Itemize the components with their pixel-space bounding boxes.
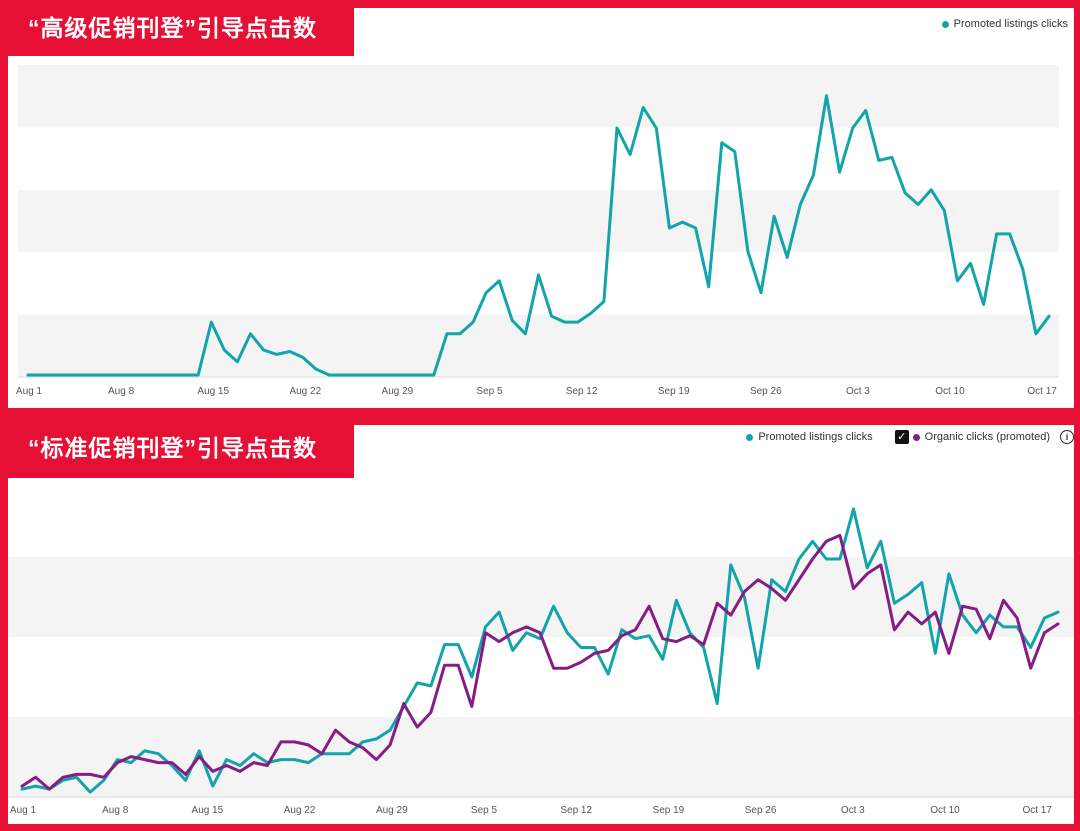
x-tick-label: Oct 10 — [935, 386, 965, 397]
standard-line-chart: Aug 1 Aug 8 Aug 15 Aug 22 Aug 29 Sep 5 Sep 12 S… — [8, 507, 1074, 816]
series-line-promoted — [26, 94, 1051, 377]
x-tick-label: Aug 15 — [197, 386, 229, 397]
legend-dot-organic — [912, 433, 920, 441]
x-tick-label: Aug 29 — [382, 386, 414, 397]
legend-dot-promoted — [746, 433, 754, 441]
series-line-organic — [20, 533, 1060, 791]
x-tick-label: Oct 3 — [841, 805, 865, 816]
x-tick-label: Oct 17 — [1027, 386, 1057, 397]
x-tick-label: Sep 19 — [653, 805, 685, 816]
x-tick-label: Oct 17 — [1022, 805, 1052, 816]
x-tick-label: Aug 15 — [192, 805, 224, 816]
x-tick-label: Sep 12 — [560, 805, 592, 816]
x-tick-label: Sep 26 — [750, 386, 782, 397]
x-tick-label: Sep 19 — [658, 386, 690, 397]
legend-label-promoted: Promoted listings clicks — [953, 18, 1068, 30]
x-tick-label: Oct 10 — [930, 805, 960, 816]
x-tick-label: Sep 12 — [566, 386, 598, 397]
x-tick-label: Aug 29 — [376, 805, 408, 816]
premium-promoted-clicks-panel: “高级促销刊登”引导点击数 Promoted listings clicks A… — [0, 0, 1074, 408]
legend-label-organic[interactable]: Organic clicks (promoted) — [924, 431, 1050, 443]
x-tick-label: Aug 8 — [108, 386, 135, 397]
x-tick-label: Sep 5 — [476, 386, 503, 397]
grid-band — [8, 557, 1074, 637]
grid-band — [18, 189, 1059, 253]
legend-label-promoted[interactable]: Promoted listings clicks — [758, 431, 873, 443]
x-tick-label: Aug 22 — [289, 386, 321, 397]
x-tick-label: Aug 1 — [16, 386, 43, 397]
legend-dot-promoted — [941, 20, 949, 28]
x-tick-label: Aug 8 — [102, 805, 129, 816]
premium-line-chart: Aug 1 Aug 8 Aug 15 Aug 22 Aug 29 Sep 5 Sep 12 S… — [16, 65, 1059, 397]
x-tick-label: Sep 5 — [471, 805, 498, 816]
x-tick-label: Sep 26 — [745, 805, 777, 816]
x-tick-label: Oct 3 — [846, 386, 870, 397]
organic-toggle-checkbox[interactable]: ✓ — [894, 430, 909, 444]
info-icon[interactable]: i — [1060, 430, 1074, 444]
chart-title: “高级促销刊登”引导点击数 — [0, 0, 354, 56]
chart-legend: Promoted listings clicks ✓ Organic click… — [746, 430, 1074, 444]
grid-band — [18, 65, 1059, 128]
x-tick-label: Aug 1 — [10, 805, 37, 816]
grid-band — [18, 314, 1059, 377]
chart-legend: Promoted listings clicks — [941, 18, 1068, 30]
chart-title: “标准促销刊登”引导点击数 — [0, 420, 354, 478]
standard-promoted-clicks-panel: “标准促销刊登”引导点击数 Promoted listings clicks ✓… — [0, 420, 1074, 824]
grid-band — [8, 717, 1074, 797]
x-tick-label: Aug 22 — [284, 805, 316, 816]
